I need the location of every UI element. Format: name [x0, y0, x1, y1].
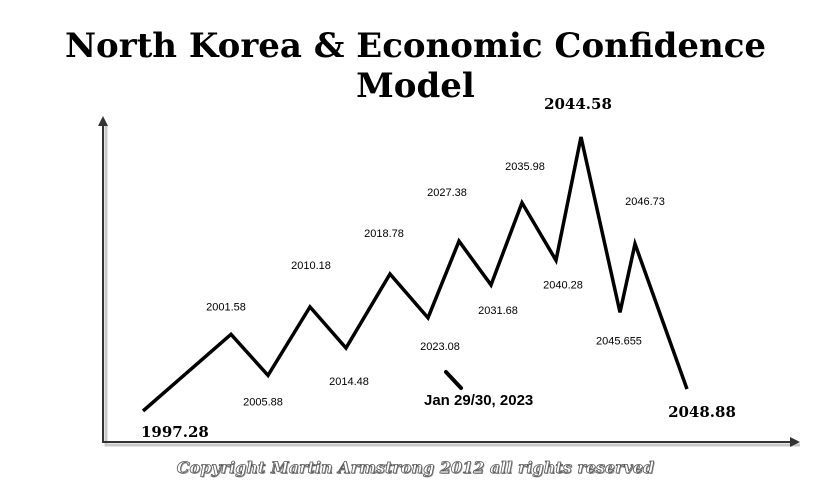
x-axis-arrow	[790, 437, 800, 447]
point-label: 2001.58	[206, 301, 246, 313]
point-label: 2023.08	[420, 341, 460, 353]
copyright-notice: Copyright Martin Armstrong 2012 all righ…	[176, 458, 655, 478]
axes	[98, 116, 800, 447]
chart-title: North Korea & Economic Confidence Model	[64, 26, 767, 106]
axis-line	[102, 122, 792, 443]
y-axis-arrow	[98, 116, 108, 126]
annotation-label: Jan 29/30, 2023	[424, 392, 533, 409]
point-label: 2040.28	[543, 279, 583, 291]
point-label: 2010.18	[291, 260, 331, 272]
point-label: 2035.98	[505, 161, 545, 173]
point-label: 2046.73	[625, 196, 665, 208]
point-label: 2031.68	[478, 305, 518, 317]
ecm-series	[141, 136, 689, 413]
annotation-tick	[444, 370, 463, 390]
point-label: 2045.655	[596, 335, 642, 347]
point-label: 2005.88	[243, 396, 283, 408]
series-line	[141, 136, 689, 413]
point-label: 1997.28	[141, 423, 209, 441]
point-labels: 1997.28 2001.58 2005.88 2010.18 2014.48 2018.…	[141, 95, 736, 441]
annotation: Jan 29/30, 2023	[424, 370, 533, 409]
point-label: 2018.78	[364, 228, 404, 240]
point-label: 2044.58	[544, 95, 612, 113]
point-label: 2027.38	[427, 187, 467, 199]
point-label: 2014.48	[329, 376, 369, 388]
point-label: 2048.88	[668, 403, 736, 421]
axis-shadow	[104, 126, 800, 447]
